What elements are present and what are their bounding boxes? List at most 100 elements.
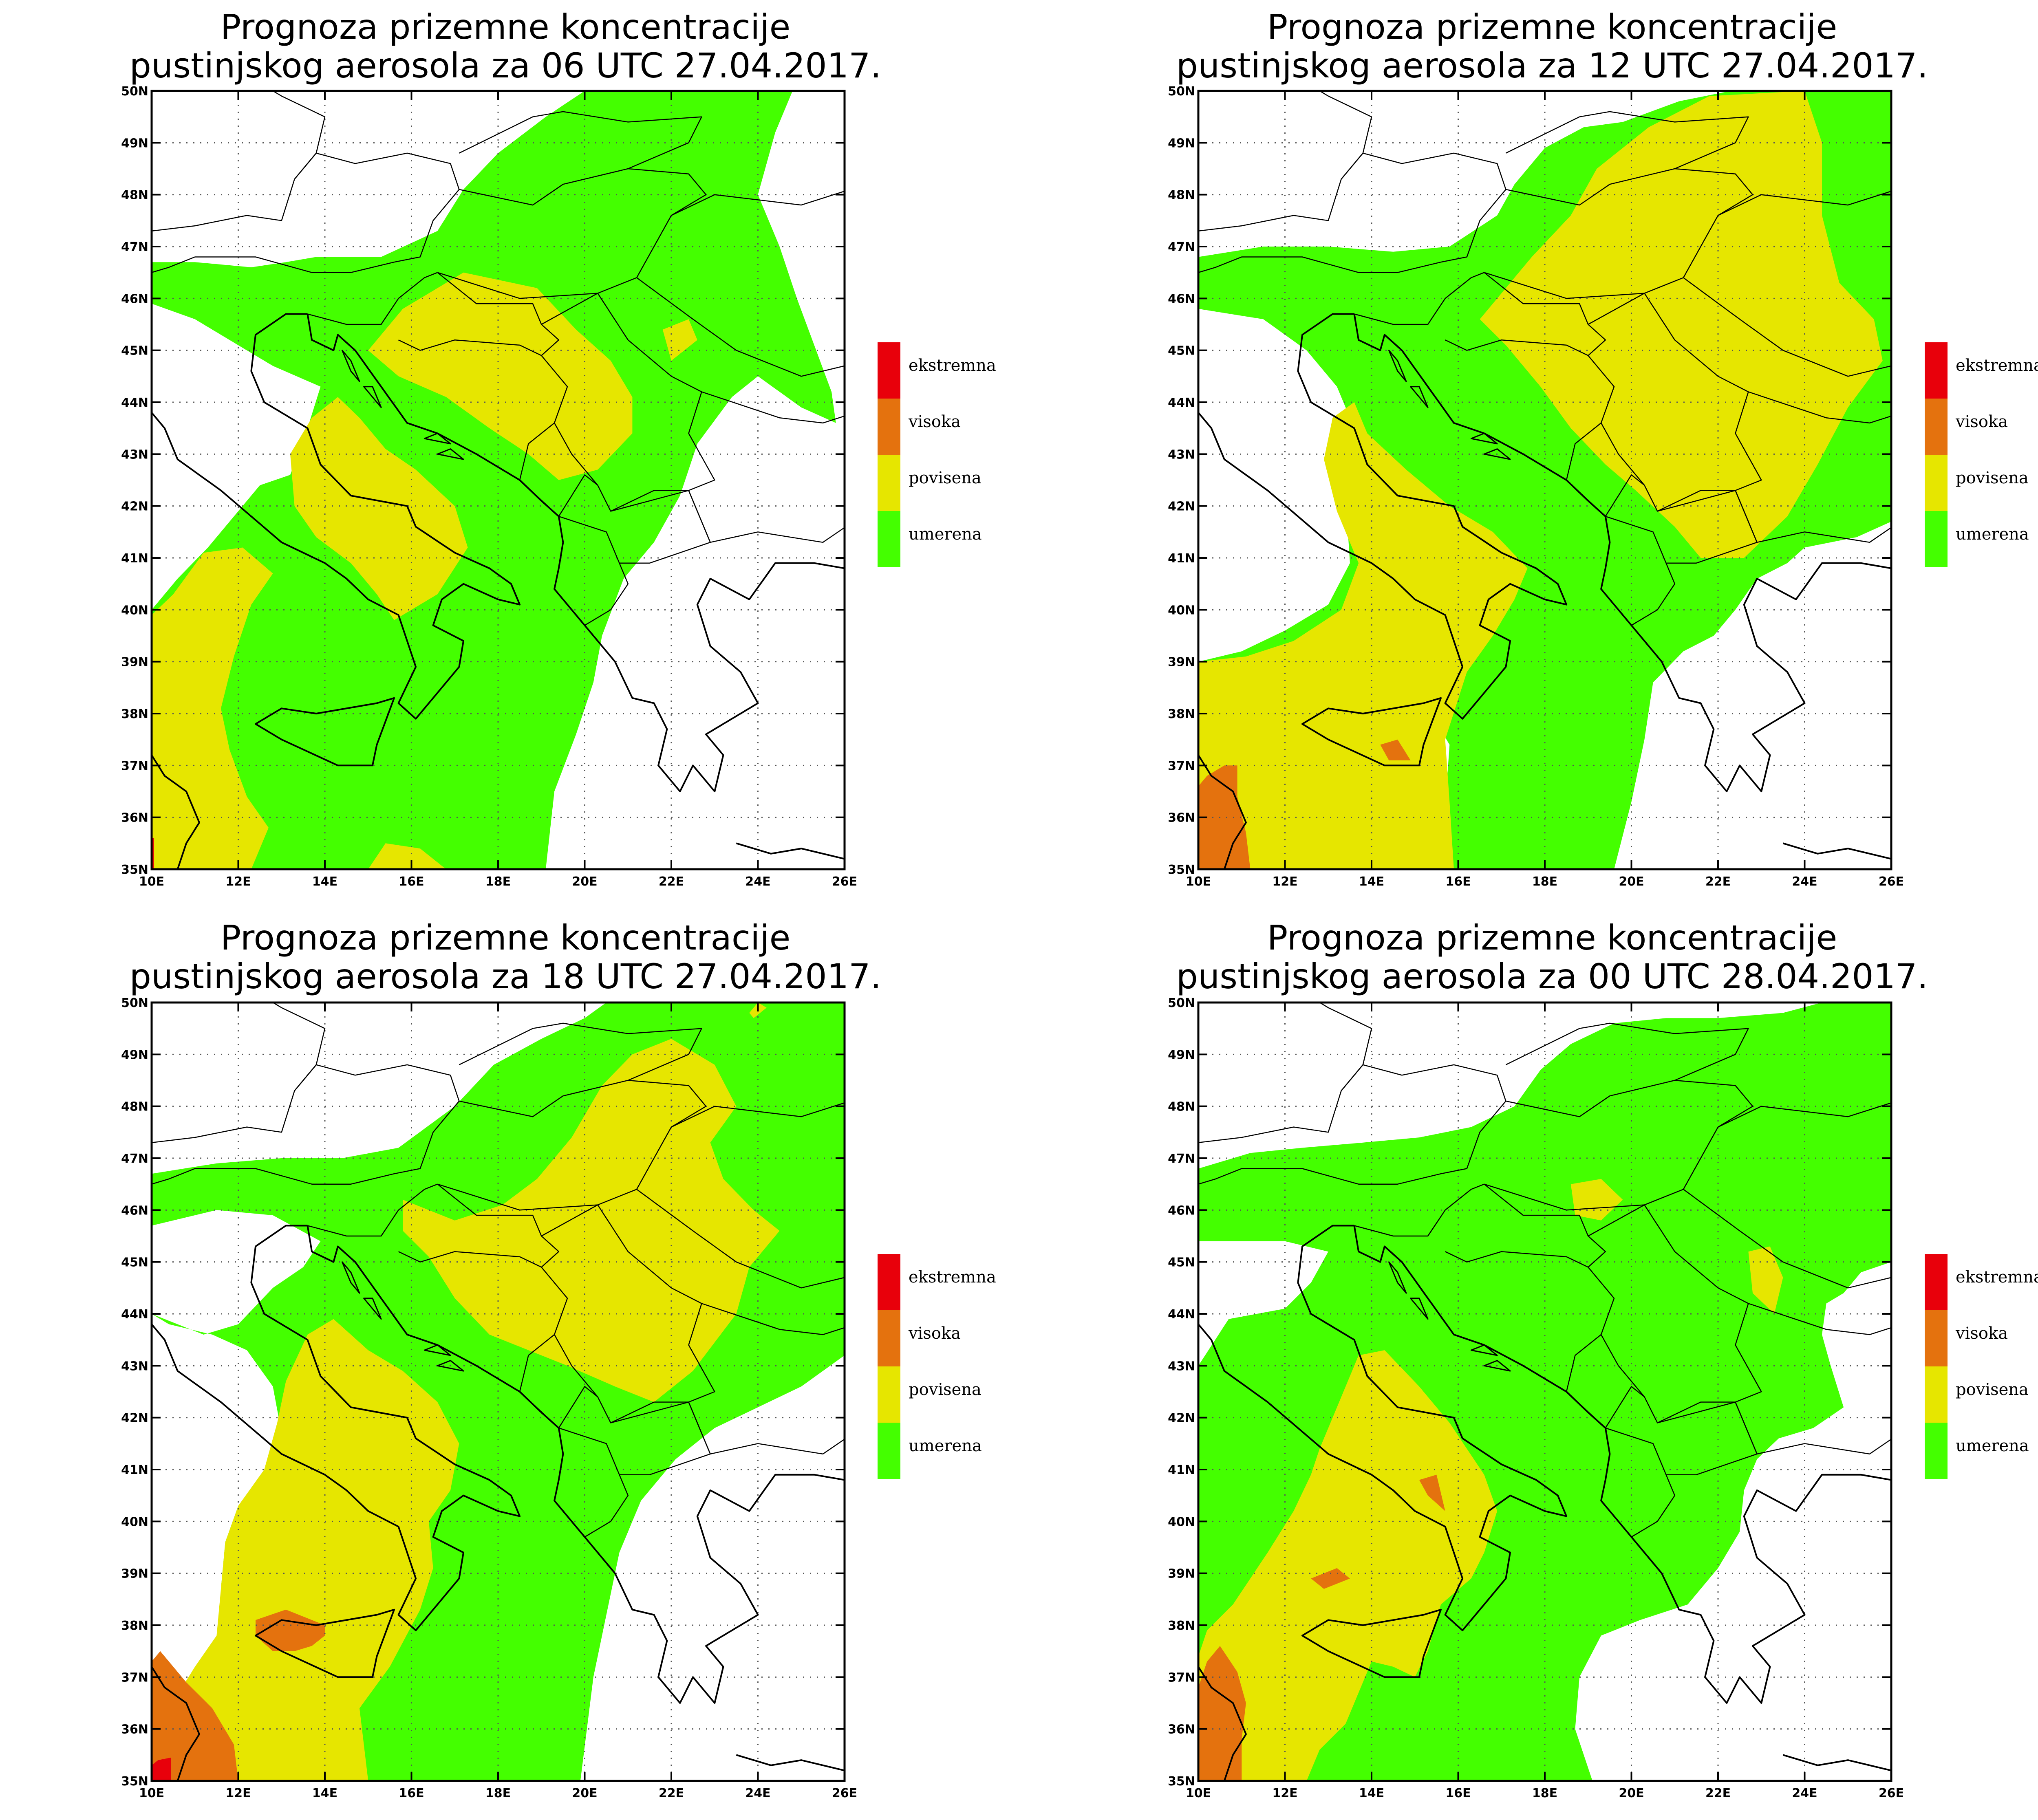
axis-ticks (1198, 90, 1892, 870)
lat-tick-label: 50N (121, 996, 148, 1010)
lon-tick-label: 16E (399, 875, 424, 889)
lon-tick-label: 16E (1445, 875, 1471, 889)
legend-label-povisena: povisena (1956, 469, 2029, 487)
lon-tick-label: 20E (572, 875, 597, 889)
lon-tick-label: 10E (139, 1786, 164, 1800)
zone-povisena (1570, 1179, 1623, 1221)
lat-tick-label: 36N (1168, 1723, 1195, 1737)
lat-tick-label: 50N (121, 84, 148, 99)
lat-tick-label: 39N (121, 655, 148, 670)
lat-tick-label: 42N (121, 1411, 148, 1426)
legend-label-ekstremna: ekstremna (909, 356, 996, 375)
lon-tick-label: 14E (1359, 1786, 1384, 1800)
zone-povisena (1198, 1350, 1498, 1781)
map-area (1198, 91, 1891, 869)
lat-tick-label: 36N (121, 1723, 148, 1737)
lat-tick-label: 35N (121, 863, 148, 877)
legend-swatch-visoka (878, 1310, 900, 1366)
zone-visoka (1198, 1646, 1246, 1781)
lat-tick-label: 35N (121, 1774, 148, 1789)
lat-tick-label: 49N (1168, 136, 1195, 150)
lon-tick-label: 24E (745, 1786, 770, 1800)
lon-tick-label: 10E (1186, 875, 1211, 889)
lat-tick-label: 37N (121, 1670, 148, 1685)
lat-tick-label: 38N (1168, 1619, 1195, 1633)
lat-tick-label: 38N (121, 1619, 148, 1633)
lon-tick-label: 12E (1272, 875, 1297, 889)
lon-tick-label: 22E (659, 875, 684, 889)
lon-tick-label: 12E (225, 875, 251, 889)
map-title-line2: pustinjskog aerosola za 12 UTC 27.04.201… (1176, 46, 1928, 86)
lat-tick-label: 45N (121, 344, 148, 358)
lat-tick-label: 40N (1168, 1515, 1195, 1529)
lon-tick-label: 24E (1792, 875, 1817, 889)
map-title-line2: pustinjskog aerosola za 06 UTC 27.04.201… (130, 46, 882, 86)
lat-tick-label: 41N (1168, 1463, 1195, 1477)
legend-label-ekstremna: ekstremna (1956, 356, 2038, 375)
legend-label-visoka: visoka (1955, 1324, 2008, 1343)
lon-tick-label: 24E (745, 875, 770, 889)
coastlines-and-borders (152, 91, 845, 869)
legend-label-visoka: visoka (1955, 412, 2008, 431)
lat-tick-label: 48N (121, 188, 148, 203)
lat-tick-label: 40N (121, 603, 148, 617)
lat-tick-label: 47N (1168, 240, 1195, 254)
lat-tick-label: 40N (1168, 603, 1195, 617)
map-12utc-panel: Prognoza prizemne koncentracijepustinjsk… (1168, 7, 2038, 889)
graticule (152, 1003, 845, 1781)
legend-swatch-umerena (1925, 1423, 1948, 1479)
lon-tick-label: 26E (832, 1786, 857, 1800)
axis-ticks (151, 1002, 845, 1782)
legend-swatch-ekstremna (1925, 1254, 1948, 1310)
lat-tick-label: 49N (121, 1048, 148, 1062)
zone-visoka (152, 1651, 238, 1781)
zone-povisena (368, 843, 446, 869)
map-title-line1: Prognoza prizemne koncentracije (1267, 918, 1837, 958)
legend-swatch-ekstremna (878, 342, 900, 399)
lon-tick-label: 18E (1532, 875, 1557, 889)
lon-tick-label: 18E (485, 875, 511, 889)
lat-tick-label: 40N (121, 1515, 148, 1529)
lat-tick-label: 49N (121, 136, 148, 150)
coastlines-and-borders (1198, 91, 1891, 869)
lon-tick-label: 22E (1705, 1786, 1731, 1800)
lat-tick-label: 50N (1168, 996, 1195, 1010)
lat-tick-label: 48N (1168, 1100, 1195, 1114)
lat-tick-label: 36N (1168, 811, 1195, 825)
legend-swatch-ekstremna (1925, 342, 1948, 399)
legend-swatch-povisena (1925, 1366, 1948, 1423)
lat-tick-label: 48N (1168, 188, 1195, 203)
lat-tick-label: 35N (1168, 863, 1195, 877)
lon-tick-label: 12E (1272, 1786, 1297, 1800)
lon-tick-label: 20E (1619, 875, 1644, 889)
legend-label-umerena: umerena (909, 1437, 982, 1455)
map-area (1198, 1003, 1891, 1781)
legend-label-visoka: visoka (908, 1324, 961, 1343)
zone-visoka (1419, 1474, 1445, 1511)
legend-swatch-ekstremna (878, 1254, 900, 1310)
map-title-line2: pustinjskog aerosola za 00 UTC 28.04.201… (1176, 956, 1928, 996)
legend: ekstremna visoka povisena umerena (878, 1254, 996, 1479)
legend: ekstremna visoka povisena umerena (1925, 342, 2038, 567)
lat-tick-label: 35N (1168, 1774, 1195, 1789)
lon-tick-label: 26E (1879, 875, 1904, 889)
zone-ekstremna (152, 1757, 171, 1781)
legend-label-ekstremna: ekstremna (1956, 1268, 2038, 1287)
map-title-line2: pustinjskog aerosola za 18 UTC 27.04.201… (130, 956, 882, 996)
legend-swatch-visoka (1925, 1310, 1948, 1366)
zone-povisena (1480, 91, 1883, 558)
lon-tick-label: 12E (225, 1786, 251, 1800)
zone-visoka (1380, 739, 1411, 760)
legend-label-visoka: visoka (908, 412, 961, 431)
lat-tick-label: 43N (121, 1359, 148, 1373)
lat-tick-label: 37N (1168, 1670, 1195, 1685)
lat-tick-label: 37N (121, 759, 148, 773)
legend-swatch-umerena (878, 511, 900, 567)
lat-tick-label: 47N (1168, 1152, 1195, 1166)
lon-tick-label: 22E (1705, 875, 1731, 889)
lon-tick-label: 14E (312, 875, 337, 889)
zone-visoka (1311, 1568, 1350, 1589)
lon-tick-label: 10E (139, 875, 164, 889)
legend-swatch-povisena (878, 1366, 900, 1423)
lat-tick-label: 37N (1168, 759, 1195, 773)
